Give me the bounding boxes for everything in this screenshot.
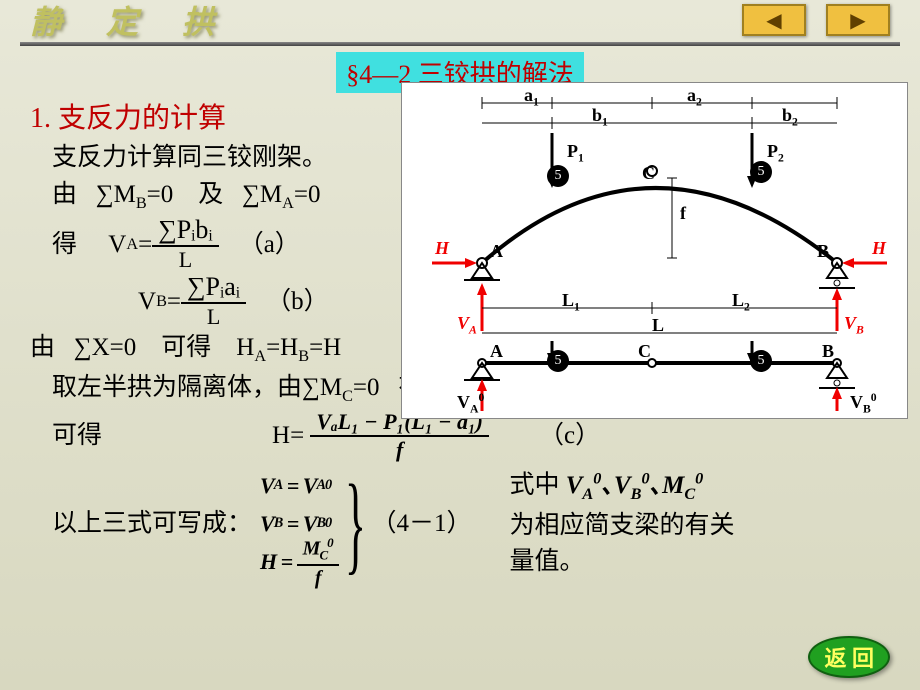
marker-icon: 5 — [547, 350, 569, 372]
marker-icon: 5 — [547, 165, 569, 187]
return-button[interactable]: 返 回 — [808, 636, 890, 678]
arch-diagram: a1 a2 b1 b2 P1 P2 C f H H A B VA VB L1 L… — [401, 82, 908, 419]
diagram-svg — [402, 83, 907, 418]
rhs-text: 式中 VA0､VB0､MC0 — [509, 468, 734, 505]
next-button[interactable]: ▶ — [826, 4, 890, 36]
eq-number: （4－1） — [371, 507, 471, 541]
eq-group: VA = VA0 VB = VB0 H = MC0f — [260, 468, 339, 580]
marker-icon: 5 — [750, 350, 772, 372]
three-eq-label: 以上三式可写成： — [52, 507, 252, 541]
prev-button[interactable]: ◀ — [742, 4, 806, 36]
marker-icon: 5 — [750, 161, 772, 183]
rhs-text: 量值。 — [509, 545, 734, 579]
page-title: 静 定 拱 — [30, 0, 232, 43]
rhs-text: 为相应简支梁的有关 — [509, 509, 734, 543]
brace-icon: } — [344, 477, 365, 571]
